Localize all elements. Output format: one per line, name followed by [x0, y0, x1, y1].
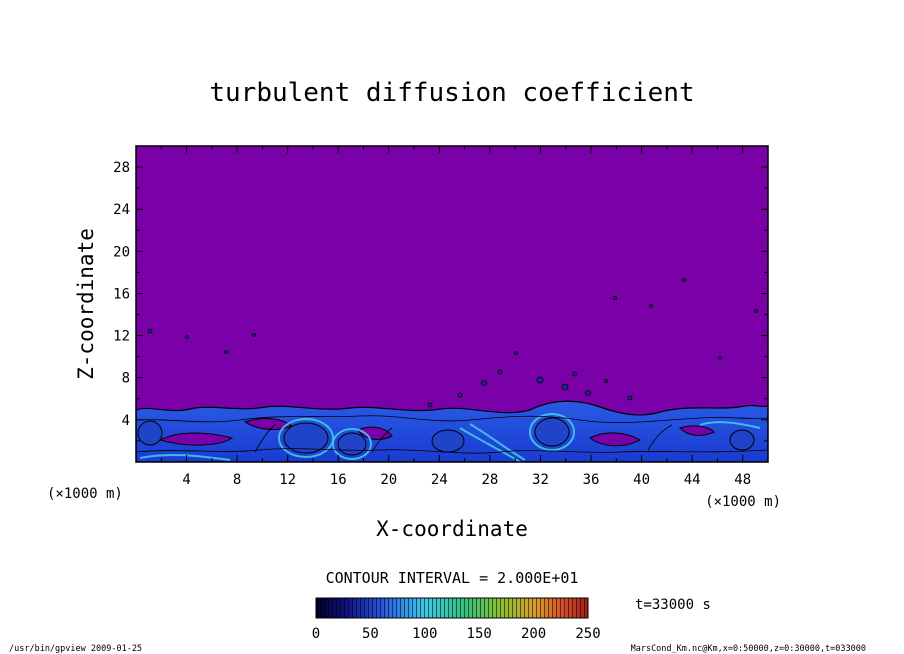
- footer-left: /usr/bin/gpview 2009-01-25: [9, 644, 142, 654]
- colorbar-tick-label: 150: [467, 626, 492, 642]
- x-tick-label: 20: [380, 472, 397, 488]
- y-axis: 4 8 12 16 20 24 28: [113, 160, 768, 442]
- eddy-highlights: [139, 413, 761, 462]
- x-tick-label: 4: [182, 472, 190, 488]
- x-tick-label: 44: [684, 472, 701, 488]
- time-label: t=33000 s: [635, 597, 711, 613]
- x-tick-label: 32: [532, 472, 549, 488]
- x-axis: 4 8 12 16 20 24 28 32 36 40 44 48: [160, 146, 751, 488]
- x-unit-left: (×1000 m): [47, 486, 123, 502]
- footer-right: MarsCond_Km.nc@Km,x=0:50000,z=0:30000,t=…: [631, 644, 866, 654]
- upper-patches: [147, 278, 758, 412]
- y-tick-label: 20: [113, 244, 130, 260]
- x-tick-label: 24: [431, 472, 448, 488]
- x-tick-label: 48: [734, 472, 751, 488]
- eddy-cells: [137, 417, 755, 456]
- colorbar-tick-label: 200: [521, 626, 546, 642]
- y-tick-label: 8: [122, 371, 130, 387]
- colorbar-tick-label: 250: [575, 626, 600, 642]
- x-tick-label: 12: [279, 472, 296, 488]
- colorbar-tick-label: 100: [412, 626, 437, 642]
- colorbar: 0 50 100 150 200 250: [312, 597, 601, 642]
- y-tick-label: 12: [113, 329, 130, 345]
- x-axis-label: X-coordinate: [376, 517, 528, 541]
- y-tick-label: 16: [113, 286, 130, 302]
- y-tick-label: 28: [113, 160, 130, 176]
- y-tick-label: 4: [122, 413, 130, 429]
- boundary-layer-gaps: [158, 418, 715, 447]
- x-tick-label: 16: [330, 472, 347, 488]
- colorbar-tick-label: 50: [362, 626, 379, 642]
- contour-interval: CONTOUR INTERVAL = 2.000E+01: [326, 569, 579, 587]
- x-unit-right: (×1000 m): [705, 494, 781, 510]
- plot-area: [136, 146, 768, 462]
- colorbar-tick-label: 0: [312, 626, 320, 642]
- x-tick-label: 8: [233, 472, 241, 488]
- x-tick-label: 28: [481, 472, 498, 488]
- y-axis-label: Z-coordinate: [74, 228, 98, 380]
- x-tick-label: 40: [633, 472, 650, 488]
- chart-title: turbulent diffusion coefficient: [209, 78, 694, 108]
- y-tick-label: 24: [113, 202, 130, 218]
- x-tick-label: 36: [583, 472, 600, 488]
- contour-lines: [136, 415, 768, 454]
